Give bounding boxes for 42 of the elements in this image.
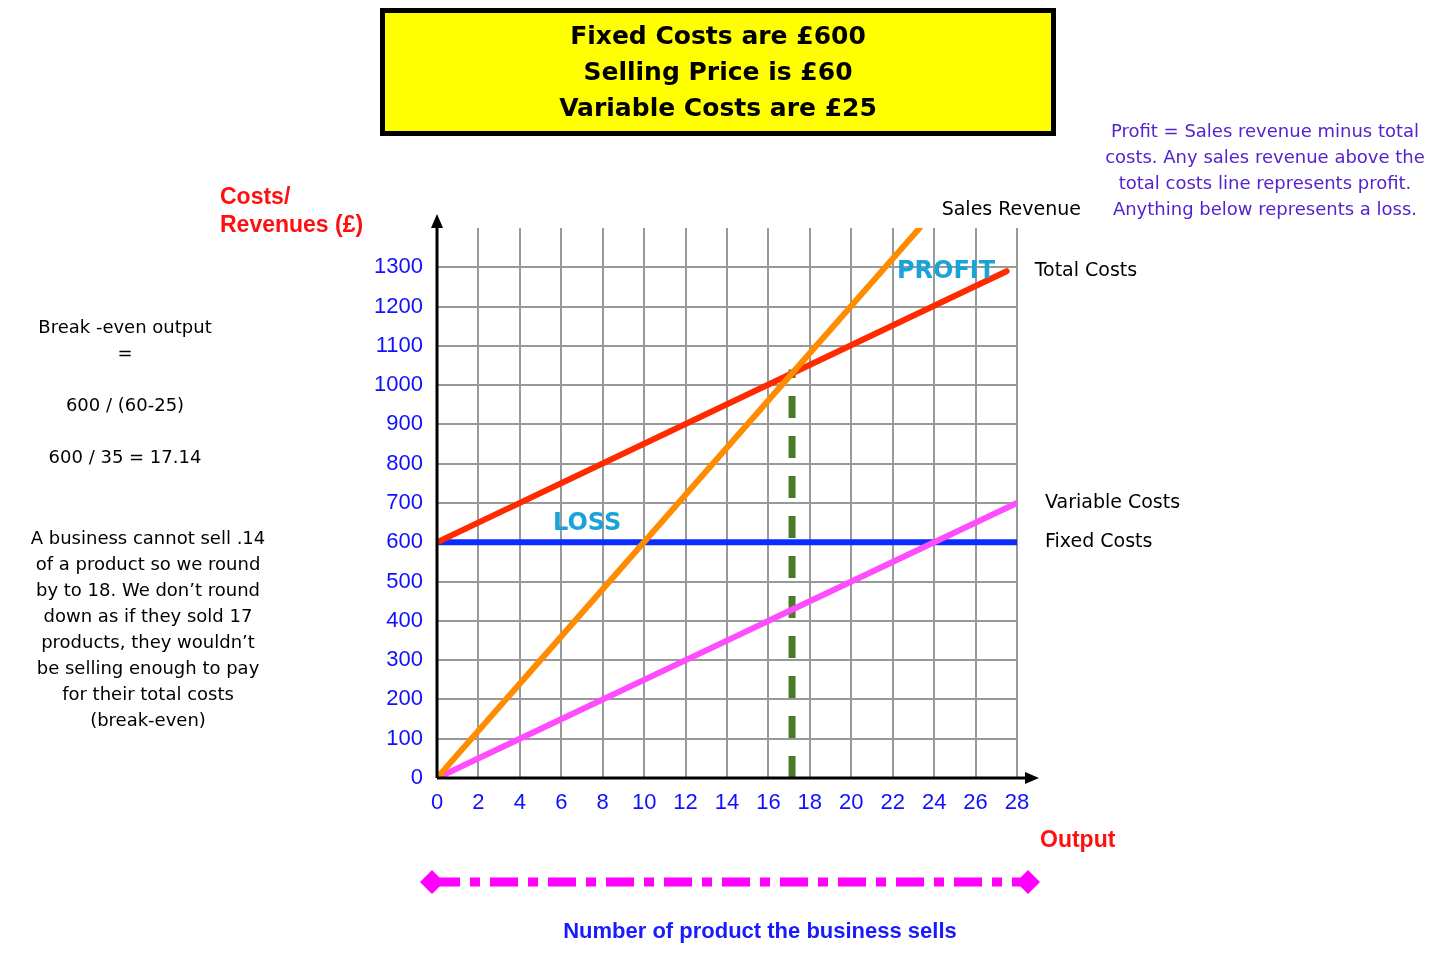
y-tick-label: 1300: [374, 253, 423, 279]
x-tick-label: 12: [673, 789, 698, 815]
y-tick-label: 600: [386, 528, 423, 554]
x-tick-label: 26: [963, 789, 988, 815]
y-tick-label: 300: [386, 646, 423, 672]
x-tick-label: 10: [631, 789, 657, 815]
y-tick-label: 200: [386, 685, 423, 711]
annotation: LOSS: [553, 508, 622, 536]
y-tick-label: 1000: [374, 371, 423, 397]
chart-title: Fixed Costs are £600 Selling Price is £60 Variable Costs are £25: [380, 8, 1056, 136]
annotation: PROFIT: [897, 256, 996, 284]
y-tick-label: 800: [386, 449, 423, 475]
x-tick-label: 4: [513, 789, 526, 815]
x-tick-label: 8: [596, 789, 609, 815]
series-label: Variable Costs: [1045, 489, 1181, 512]
y-tick-label: 1200: [374, 292, 423, 318]
x-tick-label: 2: [472, 789, 485, 815]
y-tick-label: 500: [386, 567, 423, 593]
text: Number of product the business sells: [562, 918, 958, 944]
x-tick-label: 20: [839, 789, 864, 815]
series-label: Fixed Costs: [1045, 529, 1153, 552]
series-label: Sales Revenue: [941, 196, 1081, 219]
text: A business cannot sell .14 of a product so we round by to 18. We don’t round down as if they sold 17 products, they wouldn’t be selling enough to pay for their total costs (break-even): [29, 526, 267, 732]
series-label: Total Costs: [1033, 258, 1138, 281]
text: Profit = Sales revenue minus total costs. Any sales revenue above the total costs line represents profit. Anything below represents a loss.: [1104, 119, 1426, 221]
y-tick-label: 900: [386, 410, 423, 436]
x-tick-label: 14: [714, 789, 740, 815]
x-tick-label: 16: [756, 789, 781, 815]
x-tick-label: 0: [430, 789, 444, 815]
y-tick-label: 1100: [375, 331, 423, 357]
y-tick-label: 700: [386, 489, 423, 515]
y-tick-label: 0: [410, 764, 423, 790]
x-tick-label: 6: [555, 789, 568, 815]
y-tick-label: 100: [386, 724, 423, 750]
y-axis-title: Costs/ Revenues (£): [220, 182, 364, 238]
x-tick-label: 22: [880, 789, 905, 815]
x-tick-label: 28: [1004, 789, 1030, 815]
y-tick-label: 400: [386, 606, 423, 632]
x-axis-title: Output: [1040, 826, 1116, 853]
x-tick-label: 24: [921, 789, 947, 815]
x-tick-label: 18: [797, 789, 823, 815]
text: Break -even output = 600 / (60-25) 600 / 35 = 17.14: [38, 316, 212, 467]
